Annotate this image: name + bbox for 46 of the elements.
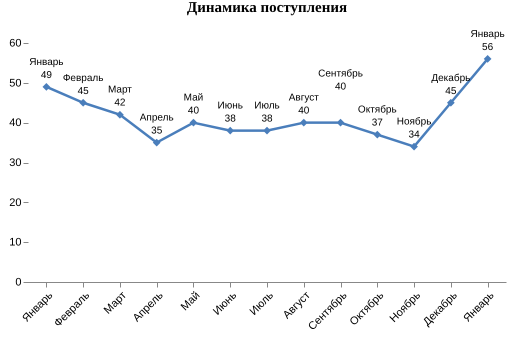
point [410,142,418,150]
category-label: Июнь [218,100,243,112]
data-label: 49 [40,70,52,81]
y-tick-label: 50 [9,77,22,90]
point [116,110,124,119]
data-label: 40 [334,82,347,93]
category-label: Январь [29,56,64,68]
category-label: Февраль [62,72,104,84]
y-tick-label: 0 [15,276,22,288]
data-label: 35 [151,126,163,137]
category-label: Май [184,92,204,104]
data-label: 37 [372,118,384,129]
point [42,82,50,91]
chart-title: Динамика поступления [186,0,348,16]
y-tick-label: 40 [9,117,22,130]
point [484,55,492,63]
data-label: 34 [408,130,420,141]
point [79,98,88,107]
category-label: Июль [254,100,280,112]
point [373,130,382,138]
y-tick-label: 30 [9,157,22,169]
category-label: Январь [470,28,505,40]
data-label: 42 [114,98,126,109]
point [190,118,198,127]
point [263,126,271,135]
data-label: 45 [78,86,90,97]
y-tick-label: 10 [9,236,22,249]
data-label: 40 [188,106,200,117]
category-label: Октябрь [358,104,397,116]
y-tick-label: 60 [9,38,22,50]
data-label: 45 [445,86,457,97]
data-label: 38 [224,114,236,125]
category-label: Сентябрь [318,68,363,80]
category-label: Декабрь [431,72,470,84]
category-label: Март [108,84,132,96]
point [300,118,308,127]
category-label: Апрель [140,112,174,124]
data-label: 38 [261,114,273,125]
data-label: 40 [298,106,310,117]
point [446,98,455,107]
point [336,118,344,127]
y-tick-label: 20 [9,196,22,209]
point [152,138,161,146]
category-label: Ноябрь [396,116,432,128]
category-label: Август [288,92,319,104]
data-label: 56 [482,42,494,53]
